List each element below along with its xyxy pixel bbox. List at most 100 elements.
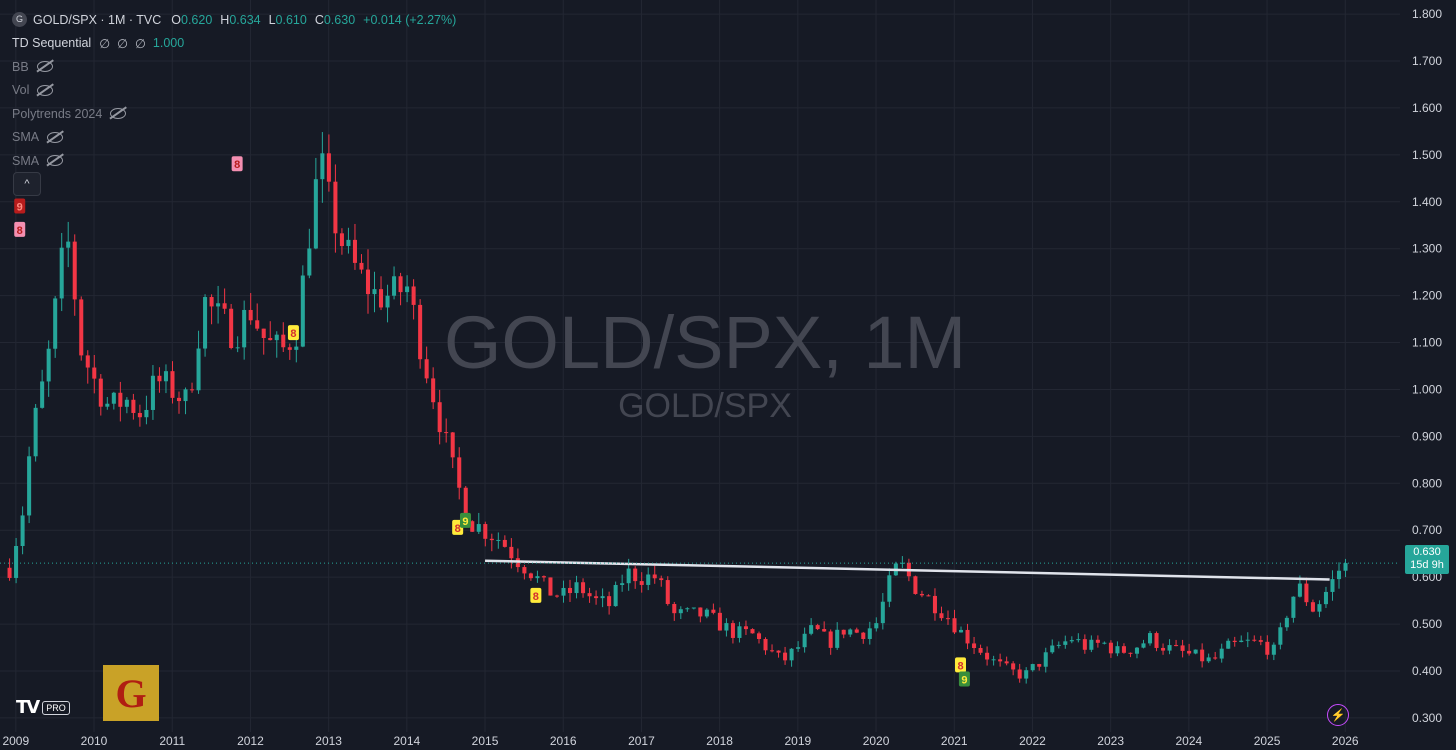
candle-body [255,320,260,329]
y-tick-label: 0.800 [1412,476,1442,490]
candle-body [841,629,846,635]
x-tick-label: 2023 [1097,734,1124,748]
candle-body [1330,579,1335,592]
candle-body [170,371,175,398]
candle-body [1200,649,1205,662]
candle-body [268,338,273,341]
lightning-icon[interactable]: ⚡ [1327,704,1349,726]
price-axis[interactable] [1400,0,1456,750]
candle-body [802,633,807,648]
candle-body [502,539,507,547]
high-value: 0.634 [229,12,261,27]
candle-body [1278,627,1283,645]
indicator-name[interactable]: SMA [12,153,40,168]
candle-body [287,347,292,350]
candle-body [567,587,573,594]
candle-body [1043,652,1048,667]
candle-body [20,515,25,546]
candle-body [1258,640,1263,642]
candle-body [1011,663,1016,670]
chevron-up-icon[interactable]: ^ [13,172,41,196]
candle-body [163,371,168,382]
candle-body [1141,643,1146,648]
symbol-row[interactable]: G GOLD/SPX · 1M · TVC O 0.620 H 0.634 L 0.6… [12,8,456,32]
candle-body [203,297,208,349]
td-label: 8 [957,660,963,672]
candle-body [157,375,162,382]
candle-body [763,639,768,651]
symbol-title[interactable]: GOLD/SPX · 1M · TVC [33,12,162,27]
candle-body [919,593,924,596]
g-logo-letter: G [115,670,147,716]
candle-body [372,289,377,295]
candle-body [626,568,631,584]
candle-body [704,609,709,617]
candle-body [548,577,553,596]
candle-body [1180,645,1185,651]
td-label: 9 [961,674,967,686]
tradingview-logo[interactable]: TV PRO [16,697,70,718]
trendline[interactable] [485,559,1330,581]
indicator-name[interactable]: TD Sequential [12,36,92,51]
candle-body [431,378,436,403]
candle-body [457,457,462,488]
candle-body [952,618,957,633]
x-tick-label: 2010 [81,734,108,748]
candle-body [405,286,410,293]
x-tick-label: 2021 [941,734,968,748]
candle-body [1343,563,1348,571]
time-axis[interactable] [0,732,1456,750]
candle-body [66,241,71,248]
indicator-name[interactable]: Polytrends 2024 [12,106,103,121]
indicator-name[interactable]: BB [12,59,29,74]
candle-body [209,297,214,307]
candle-body [176,397,182,402]
eye-off-icon[interactable] [36,61,53,73]
candle-body [587,593,592,597]
candle-body [1174,645,1179,647]
eye-off-icon[interactable] [47,131,64,143]
td-label-box [955,657,967,673]
indicator-row[interactable]: SMA [12,149,456,173]
indicator-name[interactable]: Vol [12,83,30,98]
candle-body [848,629,853,635]
indicator-row[interactable]: BB [12,55,456,79]
watermark-subtitle: GOLD/SPX [618,387,792,425]
indicator-row[interactable]: SMA [12,126,456,150]
candle-body [528,573,533,579]
eye-off-icon[interactable] [37,84,54,96]
candle-body [1134,647,1139,654]
candle-body [750,629,755,634]
indicator-row[interactable]: Polytrends 2024 [12,102,456,126]
y-tick-label: 1.500 [1412,148,1442,162]
candle-body [1121,646,1126,653]
candle-body [98,378,103,407]
candle-body [1167,645,1172,651]
candle-body [828,631,833,648]
candle-body [379,289,384,308]
eye-off-icon[interactable] [47,155,64,167]
x-tick-label: 2026 [1332,734,1359,748]
indicator-row[interactable]: TD Sequential ∅ ∅ ∅ 1.000 [12,32,456,56]
candle-body [965,629,970,644]
candle-body [144,409,149,418]
candle-body [1024,670,1029,679]
candle-body [216,303,221,307]
candle-body [489,538,494,541]
candle-body [815,625,820,630]
indicator-row[interactable]: Vol [12,79,456,103]
candle-body [1304,583,1309,603]
candle-body [691,607,696,609]
indicator-name[interactable]: SMA [12,130,40,145]
eye-off-icon[interactable] [110,108,127,120]
candle-body [313,179,318,249]
y-tick-label: 1.800 [1412,7,1442,21]
candle-body [365,269,371,295]
candle-body [639,581,644,585]
change-value: +0.014 (+2.27%) [363,12,457,27]
y-tick-label: 1.300 [1412,242,1442,256]
candle-body [137,412,142,418]
candle-body [300,275,305,347]
